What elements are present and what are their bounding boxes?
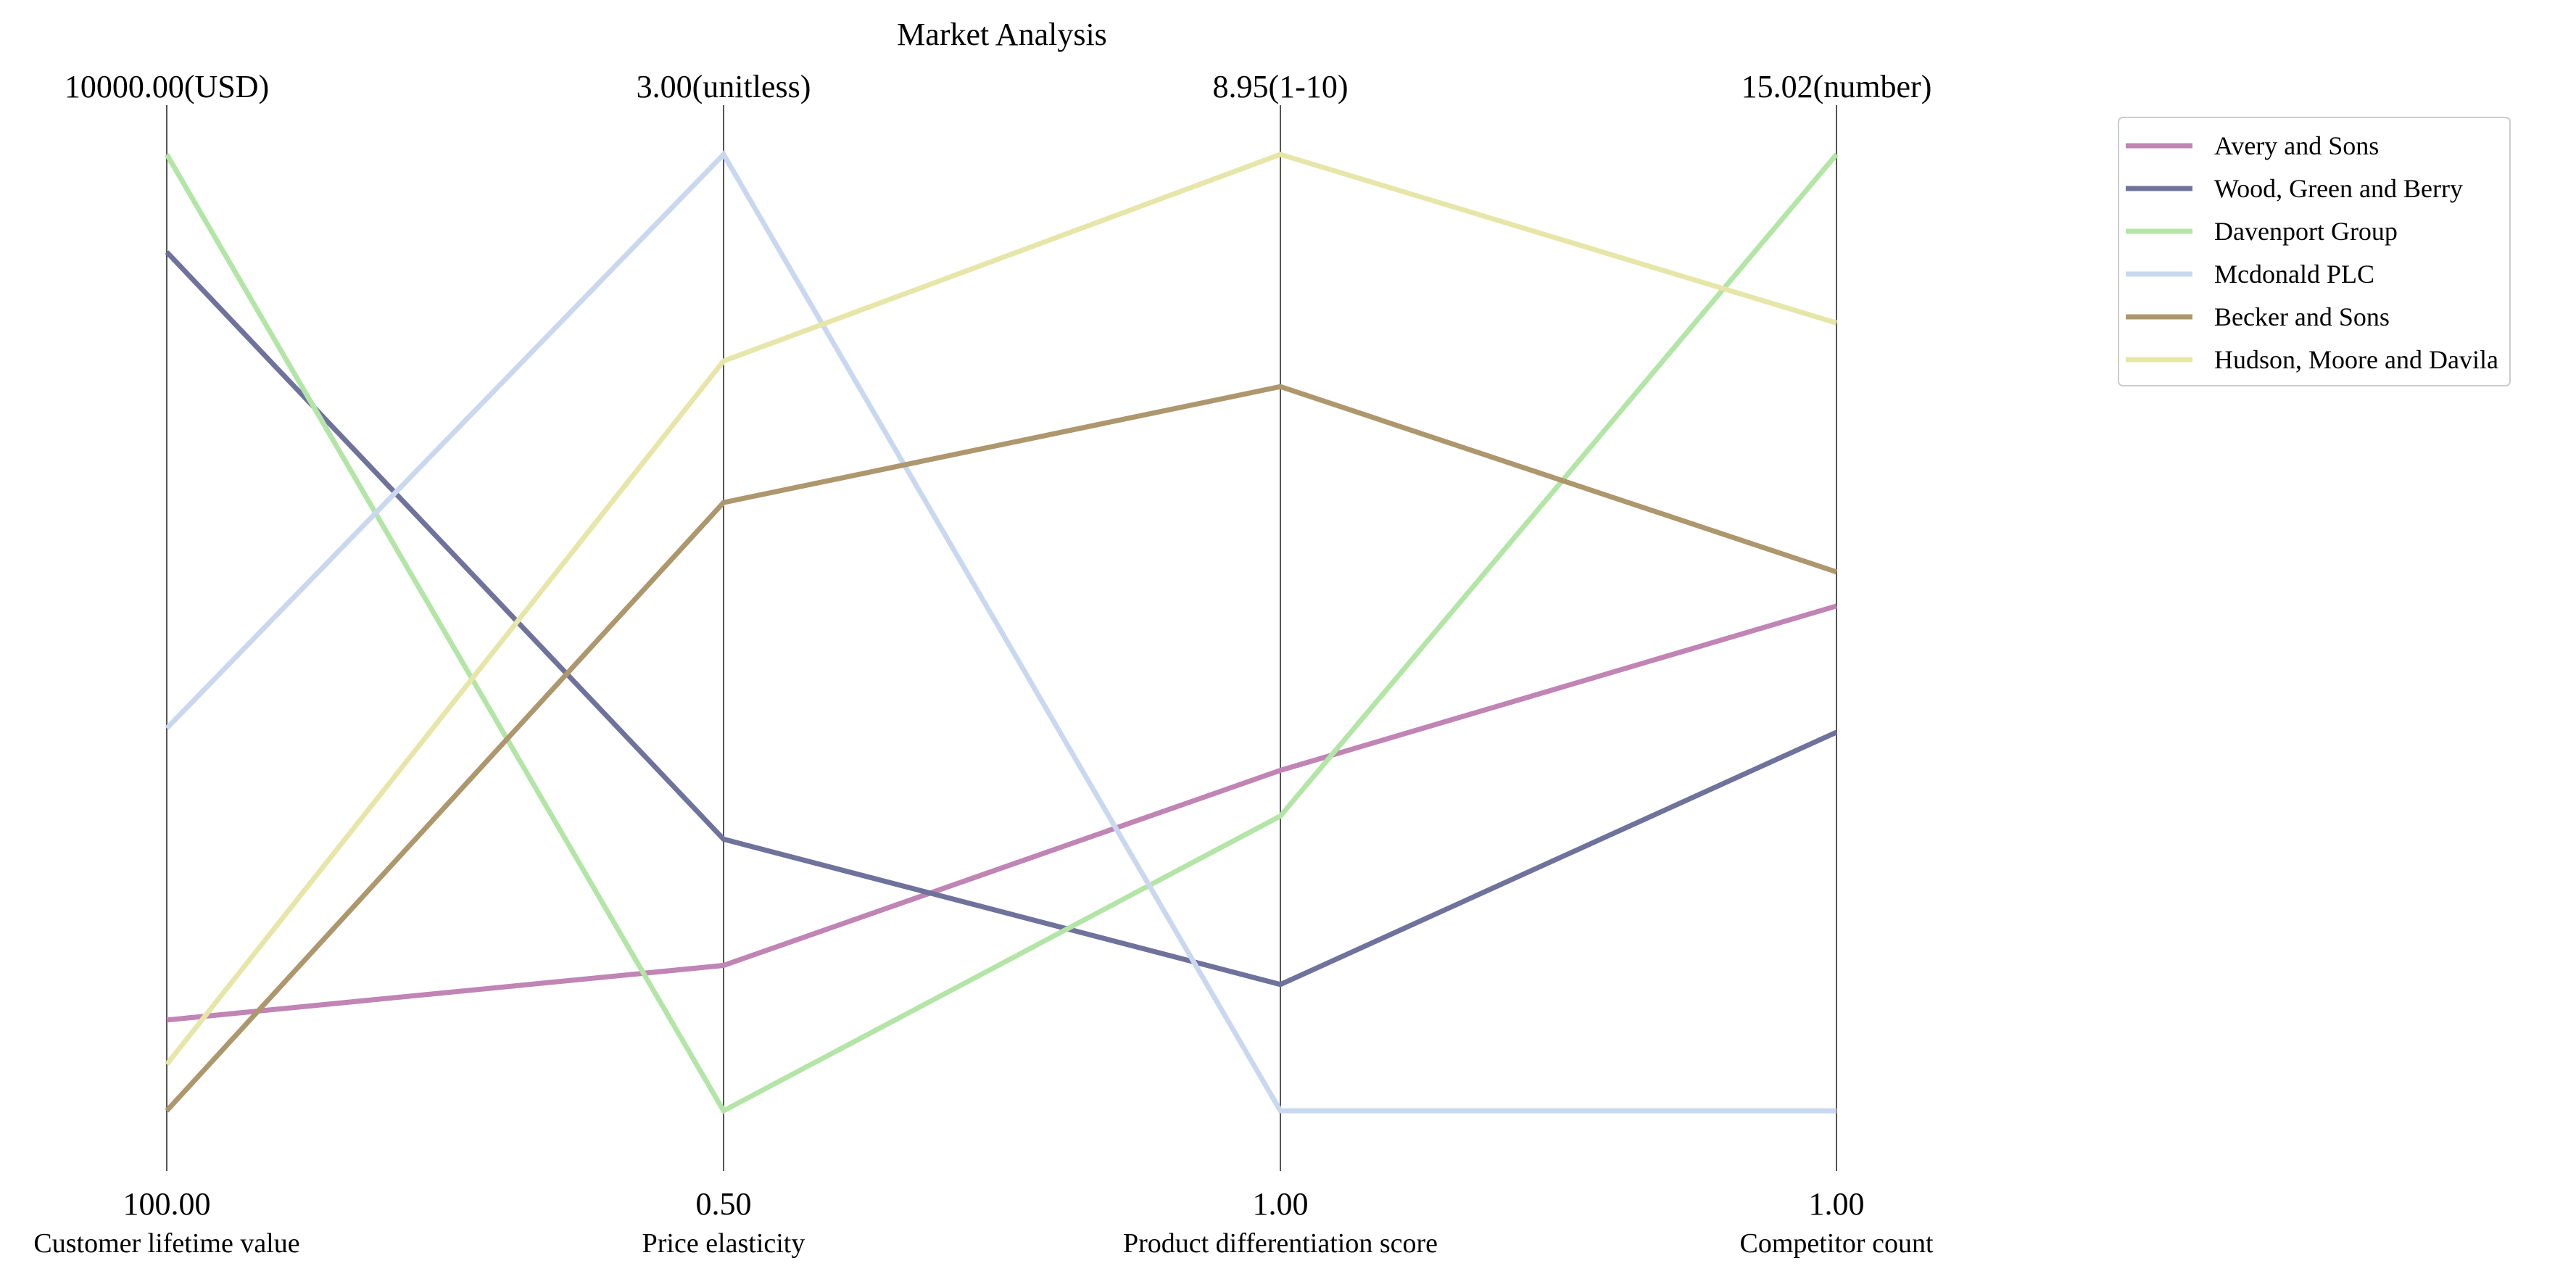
series-line-avery-and-sons (166, 603, 1837, 1023)
axis-max-tick: 8.95(1-10) (1213, 69, 1349, 104)
series-lines (164, 150, 1839, 1114)
axis-label: Product differentiation score (1123, 1228, 1438, 1259)
series-line-becker-and-sons (165, 384, 1838, 1113)
axis-max-tick: 15.02(number) (1742, 69, 1932, 104)
series-line-mcdonald-plc (165, 150, 1836, 1114)
axis-customer-lifetime-value: 10000.00(USD) 100.00 Customer lifetime v… (33, 69, 299, 1259)
legend-label: Davenport Group (2214, 217, 2398, 246)
series-line-wood-green-and-berry (165, 250, 1838, 988)
legend-label: Wood, Green and Berry (2214, 174, 2463, 203)
legend-label: Becker and Sons (2214, 302, 2390, 331)
axis-competitor-count: 15.02(number) 1.00 Competitor count (1739, 69, 1933, 1259)
axis-max-tick: 10000.00(USD) (65, 69, 269, 104)
axis-min-tick: 100.00 (123, 1186, 211, 1222)
legend: Avery and Sons Wood, Green and Berry Daven… (2118, 117, 2511, 386)
series-line-hudson-moore-and-davila (165, 152, 1838, 1067)
axis-label: Price elasticity (642, 1228, 805, 1259)
axes-group: 10000.00(USD) 100.00 Customer lifetime v… (33, 69, 1934, 1259)
axis-product-differentiation-score: 8.95(1-10) 1.00 Product differentiation … (1123, 69, 1438, 1259)
legend-label: Mcdonald PLC (2214, 260, 2374, 289)
axis-label: Competitor count (1739, 1228, 1933, 1259)
legend-label: Avery and Sons (2214, 131, 2379, 160)
axis-min-tick: 1.00 (1253, 1186, 1309, 1222)
axis-min-tick: 0.50 (696, 1186, 752, 1222)
legend-label: Hudson, Moore and Davila (2214, 345, 2498, 374)
axis-price-elasticity: 3.00(unitless) 0.50 Price elasticity (637, 69, 811, 1259)
axis-max-tick: 3.00(unitless) (637, 69, 811, 104)
axis-label: Customer lifetime value (33, 1228, 299, 1259)
chart-title: Market Analysis (897, 17, 1107, 52)
series-line-davenport-group (164, 152, 1839, 1114)
axis-min-tick: 1.00 (1809, 1186, 1865, 1222)
legend-box (2118, 117, 2511, 386)
